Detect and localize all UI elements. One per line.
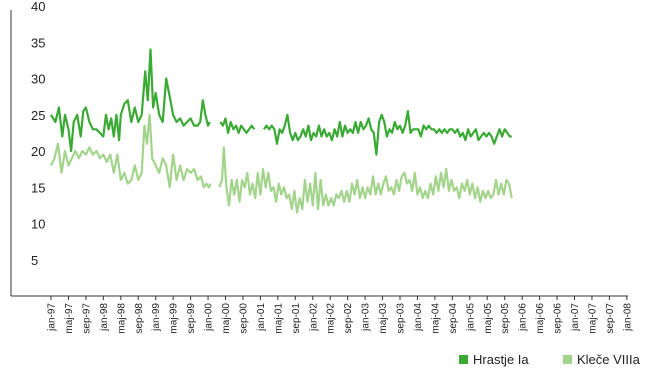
x-tick-label: jan-00 [204, 303, 215, 332]
x-tick-label: maj-07 [587, 303, 598, 334]
x-tick-label: jan-97 [47, 303, 58, 332]
x-tick-label: jan-04 [413, 303, 424, 332]
y-tick-label: 40 [31, 0, 45, 14]
x-tick-label: sep-01 [291, 303, 302, 334]
x-tick-label: sep-07 [605, 303, 616, 334]
x-tick-label: jan-01 [256, 303, 267, 332]
x-tick-label: sep-99 [186, 303, 197, 334]
legend-label-klece: Kleče VIIIa [577, 352, 641, 367]
x-tick-label: jan-07 [570, 303, 581, 332]
x-tick-label: jan-98 [99, 303, 110, 332]
x-tick-label: maj-02 [326, 303, 337, 334]
legend-swatch-klece [563, 355, 572, 364]
series-layer [50, 48, 513, 214]
x-tick-label: sep-00 [238, 303, 249, 334]
x-tick-label: maj-98 [116, 303, 127, 334]
series-line-klece [50, 113, 513, 214]
x-tick-label: maj-04 [430, 303, 441, 334]
series-line-hrastje [50, 48, 512, 156]
legend: Hrastje Ia Kleče VIIIa [459, 352, 641, 367]
x-tick-label: jan-02 [308, 303, 319, 332]
x-tick-label: jan-08 [622, 303, 633, 332]
legend-swatch-hrastje [459, 355, 468, 364]
x-tick-label: maj-99 [169, 303, 180, 334]
x-tick-label: jan-05 [465, 303, 476, 332]
x-tick-label: maj-97 [64, 303, 75, 334]
x-tick-label: maj-03 [378, 303, 389, 334]
x-tick-label: sep-06 [553, 303, 564, 334]
x-tick-label: maj-05 [483, 303, 494, 334]
y-ticks: 5 10 15 20 25 30 35 40 [31, 0, 45, 268]
y-tick-label: 5 [31, 253, 38, 268]
y-tick-label: 25 [31, 108, 45, 123]
x-tick-label: sep-97 [81, 303, 92, 334]
x-ticks: jan-97 maj-97 sep-97 jan-98 maj-98 sep-98 jan-… [47, 296, 633, 334]
x-tick-label: sep-98 [134, 303, 145, 334]
legend-item-klece: Kleče VIIIa [563, 352, 641, 367]
y-tick-label: 15 [31, 180, 45, 195]
x-tick-label: maj-01 [273, 303, 284, 334]
x-tick-label: jan-99 [151, 303, 162, 332]
x-tick-label: jan-03 [361, 303, 372, 332]
x-tick-label: maj-00 [221, 303, 232, 334]
x-tick-label: jan-06 [518, 303, 529, 332]
legend-item-hrastje: Hrastje Ia [459, 352, 529, 367]
y-tick-label: 35 [31, 35, 45, 50]
x-tick-label: sep-04 [448, 303, 459, 334]
y-tick-label: 30 [31, 72, 45, 87]
x-tick-label: sep-05 [500, 303, 511, 334]
x-tick-label: sep-02 [343, 303, 354, 334]
legend-label-hrastje: Hrastje Ia [473, 352, 529, 367]
x-tick-label: sep-03 [396, 303, 407, 334]
x-tick-label: maj-06 [535, 303, 546, 334]
y-tick-label: 20 [31, 144, 45, 159]
y-tick-label: 10 [31, 217, 45, 232]
